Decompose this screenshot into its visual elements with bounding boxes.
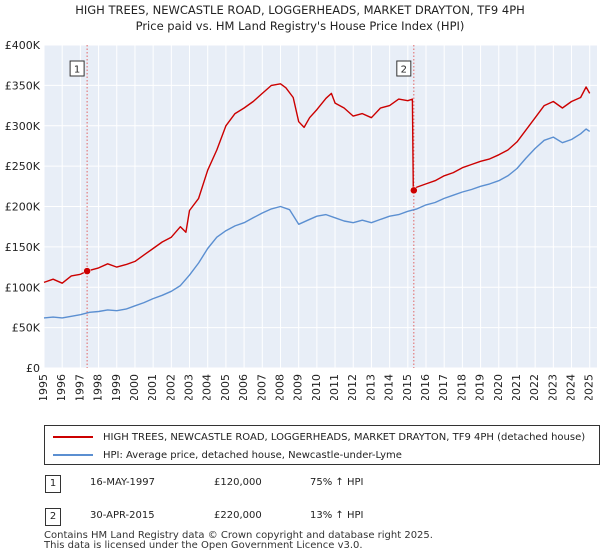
y-tick-label: £0 xyxy=(26,362,40,375)
legend-swatch-property xyxy=(53,436,93,438)
transaction-date: 30-APR-2015 xyxy=(90,510,155,521)
table-row: 1 16-MAY-1997 £120,000 75% ↑ HPI xyxy=(44,474,444,494)
transaction-date: 16-MAY-1997 xyxy=(90,477,156,488)
x-tick-label: 2016 xyxy=(419,374,432,400)
transaction-marker xyxy=(83,267,91,275)
x-tick-label: 2003 xyxy=(183,374,196,400)
x-tick-label: 2023 xyxy=(546,374,559,400)
x-tick-label: 2022 xyxy=(528,374,541,400)
x-tick-label: 2020 xyxy=(492,374,505,400)
x-tick-label: 2001 xyxy=(146,374,159,400)
transaction-marker xyxy=(410,186,418,195)
x-tick-label: 2019 xyxy=(474,374,487,400)
x-tick-label: 1995 xyxy=(37,374,50,400)
transaction-price: £220,000 xyxy=(214,510,262,521)
y-tick-label: £400K xyxy=(5,39,41,52)
x-tick-label: 2014 xyxy=(383,374,396,400)
x-tick-label: 1996 xyxy=(55,374,68,400)
transaction-box xyxy=(69,60,85,77)
x-tick-label: 2015 xyxy=(401,374,414,400)
y-tick-label: £300K xyxy=(5,120,41,133)
chart-title: HIGH TREES, NEWCASTLE ROAD, LOGGERHEADS,… xyxy=(75,3,525,17)
y-tick-label: £150K xyxy=(5,241,41,254)
x-tick-label: 2017 xyxy=(437,374,450,400)
x-tick-label: 2006 xyxy=(237,374,250,400)
x-tick-label: 2002 xyxy=(164,374,177,400)
footer-license: This data is licensed under the Open Gov… xyxy=(44,540,363,551)
transaction-hpi-diff: 13% ↑ HPI xyxy=(310,510,364,521)
x-tick-label: 2012 xyxy=(346,374,359,400)
x-tick-label: 2010 xyxy=(310,374,323,400)
transaction-price: £120,000 xyxy=(214,477,262,488)
x-tick-label: 2004 xyxy=(201,374,214,400)
legend-item-property: HIGH TREES, NEWCASTLE ROAD, LOGGERHEADS,… xyxy=(45,428,585,446)
footer-copyright: Contains HM Land Registry data © Crown c… xyxy=(44,530,433,541)
y-tick-label: £100K xyxy=(5,281,41,294)
transaction-box-label: 1 xyxy=(74,65,80,76)
chart-subtitle: Price paid vs. HM Land Registry's House … xyxy=(136,19,465,33)
series-line-hpi xyxy=(43,128,591,319)
legend-label-hpi: HPI: Average price, detached house, Newc… xyxy=(103,449,402,461)
series-line-property xyxy=(43,83,591,284)
x-tick-label: 2000 xyxy=(128,374,141,400)
x-tick-label: 2007 xyxy=(255,374,268,400)
x-tick-label: 2021 xyxy=(510,374,523,400)
y-tick-label: £350K xyxy=(5,79,41,92)
x-tick-label: 2009 xyxy=(292,374,305,400)
transaction-number: 2 xyxy=(45,508,61,526)
table-row: 2 30-APR-2015 £220,000 13% ↑ HPI xyxy=(44,507,444,527)
axes: 1995 1996 1997 1998 1999 2000 2001 2002 2003 2004… xyxy=(5,39,596,400)
y-tick-label: £50K xyxy=(12,322,41,335)
legend-swatch-hpi xyxy=(53,454,93,456)
transaction-box-label: 2 xyxy=(401,65,407,76)
legend: HIGH TREES, NEWCASTLE ROAD, LOGGERHEADS,… xyxy=(44,425,600,465)
transaction-box xyxy=(396,60,412,77)
x-tick-label: 2025 xyxy=(583,374,596,400)
y-tick-label: £200K xyxy=(5,201,41,214)
x-tick-label: 2024 xyxy=(565,374,578,400)
footer: Contains HM Land Registry data © Crown c… xyxy=(44,531,433,551)
x-tick-label: 1997 xyxy=(73,374,86,400)
x-tick-label: 2008 xyxy=(273,374,286,400)
transaction-number: 1 xyxy=(45,475,61,493)
y-tick-label: £250K xyxy=(5,160,41,173)
x-tick-label: 1999 xyxy=(110,374,123,400)
legend-item-hpi: HPI: Average price, detached house, Newc… xyxy=(45,446,402,464)
legend-label-property: HIGH TREES, NEWCASTLE ROAD, LOGGERHEADS,… xyxy=(103,431,586,443)
transaction-hpi-diff: 75% ↑ HPI xyxy=(310,477,364,488)
x-tick-label: 2005 xyxy=(219,374,232,400)
x-tick-label: 1998 xyxy=(92,374,105,400)
x-tick-label: 2013 xyxy=(364,374,377,400)
price-chart: HIGH TREES, NEWCASTLE ROAD, LOGGERHEADS,… xyxy=(5,3,597,400)
x-tick-label: 2018 xyxy=(455,374,468,400)
x-tick-label: 2011 xyxy=(328,374,341,400)
